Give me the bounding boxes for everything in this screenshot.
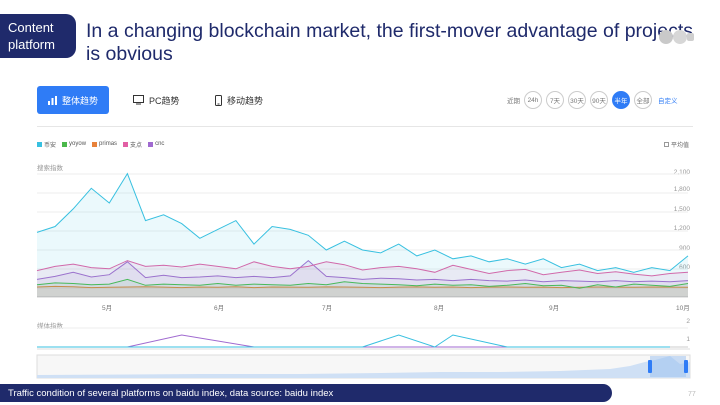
x-tick: 5月 <box>102 305 113 312</box>
tab-mobile-trend[interactable]: 移动趋势 <box>215 86 263 114</box>
range-24h[interactable]: 24h <box>524 91 542 109</box>
search-index-label: 搜索指数 <box>37 165 63 172</box>
monitor-icon <box>133 95 144 105</box>
series-area-cnc <box>37 260 688 297</box>
range-30d[interactable]: 30天 <box>568 91 586 109</box>
legend-label: 币安 <box>44 142 57 149</box>
trend-toolbar: 整体趋势 PC趋势 移动趋势 近期 24h 7天 30天 90天 半年 全部 自… <box>37 86 693 114</box>
range-label: 近期 <box>507 98 520 105</box>
series-area-币安 <box>37 173 688 297</box>
average-toggle[interactable]: 平均值 <box>664 140 689 149</box>
y-tick: 2,100 <box>673 169 690 176</box>
series-line-yoyow <box>36 278 689 289</box>
swatch <box>37 141 42 147</box>
swatch <box>92 141 98 147</box>
legend-item-cnc[interactable]: cnc <box>148 141 164 147</box>
overview-right-handle[interactable] <box>684 360 688 373</box>
caption-text: Traffic condition of several platforms o… <box>8 387 334 399</box>
custom-range-link[interactable]: 自定义 <box>658 98 678 105</box>
legend-label: primas <box>99 141 118 147</box>
swatch <box>123 141 129 147</box>
phone-icon <box>215 94 222 106</box>
media-line-币安 <box>37 334 670 348</box>
x-tick: 6月 <box>214 305 225 312</box>
y-tick: 1 <box>686 336 690 343</box>
overview-left-handle[interactable] <box>648 360 652 373</box>
media-line-cnc <box>37 334 670 348</box>
y-tick: 1,800 <box>673 186 690 193</box>
legend-item-zhidian[interactable]: 支点 <box>123 140 142 149</box>
checkbox-icon <box>664 142 669 147</box>
swatch <box>148 141 154 147</box>
series-line-币安 <box>36 172 689 273</box>
tag-line-1: Content <box>8 20 54 35</box>
tab-pc-trend[interactable]: PC趋势 <box>133 86 180 114</box>
series-line-primas <box>36 285 689 289</box>
content-platform-tag: Content platform <box>0 14 76 58</box>
tag-line-2: platform <box>8 37 55 52</box>
legend-item-primas[interactable]: primas <box>92 141 117 147</box>
tab-label: 整体趋势 <box>61 95 98 106</box>
y-tick: 1,500 <box>673 206 690 213</box>
x-tick: 7月 <box>322 305 333 312</box>
tab-label: 移动趋势 <box>227 95 264 106</box>
range-selector: 近期 24h 7天 30天 90天 半年 全部 自定义 <box>507 90 678 110</box>
range-all[interactable]: 全部 <box>634 91 652 109</box>
swatch <box>62 141 68 147</box>
series-area-primas <box>37 286 688 297</box>
series-line-cnc <box>36 259 689 283</box>
tab-label: PC趋势 <box>149 95 180 106</box>
slide-title: In a changing blockchain market, the fir… <box>86 20 693 65</box>
x-tick: 10月 <box>676 305 690 312</box>
y-tick: 600 <box>679 264 690 271</box>
legend-label: yoyow <box>69 141 87 147</box>
logo-icon <box>659 30 694 44</box>
overview-area <box>37 356 690 378</box>
range-7d[interactable]: 7天 <box>546 91 564 109</box>
legend-label: cnc <box>155 141 165 147</box>
chart-icon <box>47 95 57 105</box>
media-index-label: 媒体指数 <box>37 323 63 330</box>
overview-selection[interactable] <box>650 356 686 377</box>
x-tick: 8月 <box>434 305 445 312</box>
toolbar-divider <box>37 126 693 127</box>
y-tick: 2 <box>686 318 690 325</box>
legend-label: 支点 <box>130 142 143 149</box>
chart-legend: 币安 yoyow primas 支点 cnc <box>37 139 170 149</box>
average-label: 平均值 <box>671 143 690 149</box>
page-number: 77 <box>688 391 696 398</box>
range-90d[interactable]: 90天 <box>590 91 608 109</box>
x-tick: 9月 <box>549 305 560 312</box>
y-tick: 1,200 <box>673 225 690 232</box>
series-line-支点 <box>36 260 689 277</box>
caption-bar: Traffic condition of several platforms o… <box>0 384 612 402</box>
y-tick: 900 <box>679 245 690 252</box>
legend-item-binance[interactable]: 币安 <box>37 140 56 149</box>
range-half-year[interactable]: 半年 <box>612 91 630 109</box>
legend-item-yoyow[interactable]: yoyow <box>62 141 86 147</box>
tab-overall-trend[interactable]: 整体趋势 <box>37 86 109 114</box>
